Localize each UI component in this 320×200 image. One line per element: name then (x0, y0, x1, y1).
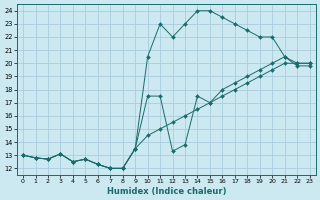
X-axis label: Humidex (Indice chaleur): Humidex (Indice chaleur) (107, 187, 226, 196)
